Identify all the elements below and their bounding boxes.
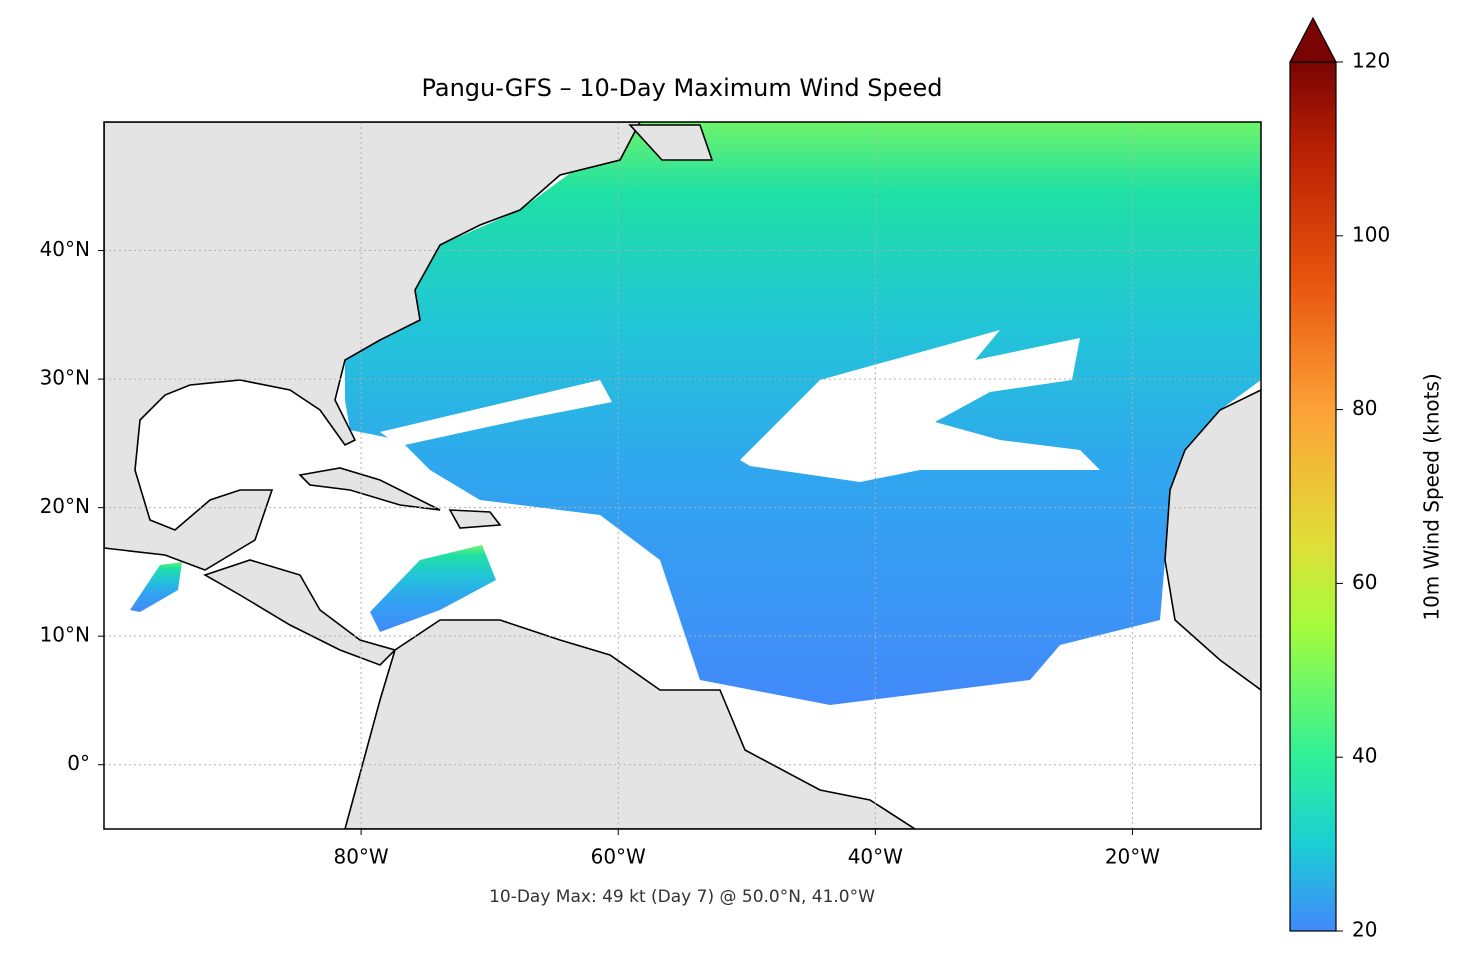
- colorbar-frame: [1289, 61, 1337, 932]
- y-tick-label: 10°N: [40, 623, 90, 647]
- colorbar-tick-label: 20: [1352, 918, 1377, 942]
- wind-field: [130, 562, 182, 612]
- wind-field: [370, 545, 496, 632]
- africa: [1164, 389, 1261, 691]
- colorbar-tick-label: 120: [1352, 49, 1390, 73]
- x-tick-label: 40°W: [848, 845, 903, 869]
- x-tick-label: 60°W: [591, 845, 646, 869]
- max-annotation: 10-Day Max: 49 kt (Day 7) @ 50.0°N, 41.0…: [489, 887, 875, 907]
- colorbar-extension: [1289, 16, 1337, 63]
- south-america: [344, 619, 917, 829]
- y-tick-label: 0°: [67, 751, 90, 775]
- north-america: [104, 122, 641, 571]
- map-frame: [103, 121, 1262, 830]
- colorbar-tick-label: 100: [1352, 222, 1390, 246]
- hispaniola: [448, 509, 502, 529]
- x-tick-label: 80°W: [333, 845, 388, 869]
- colorbar: [1290, 62, 1336, 931]
- colorbar-label: 10m Wind Speed (knots): [1420, 373, 1444, 620]
- colorbar-tick-label: 40: [1352, 744, 1377, 768]
- y-tick-label: 30°N: [40, 366, 90, 390]
- map-title: Pangu-GFS – 10-Day Maximum Wind Speed: [421, 74, 942, 102]
- cuba: [298, 467, 441, 511]
- colorbar-tick-label: 60: [1352, 570, 1377, 594]
- y-tick-label: 20°N: [40, 494, 90, 518]
- y-tick-label: 40°N: [40, 237, 90, 261]
- map-area: [104, 122, 1261, 829]
- newfoundland: [628, 124, 714, 161]
- calm-area: [380, 380, 612, 446]
- calm-area: [740, 330, 1100, 482]
- colorbar-tick-label: 80: [1352, 396, 1377, 420]
- x-tick-label: 20°W: [1105, 845, 1160, 869]
